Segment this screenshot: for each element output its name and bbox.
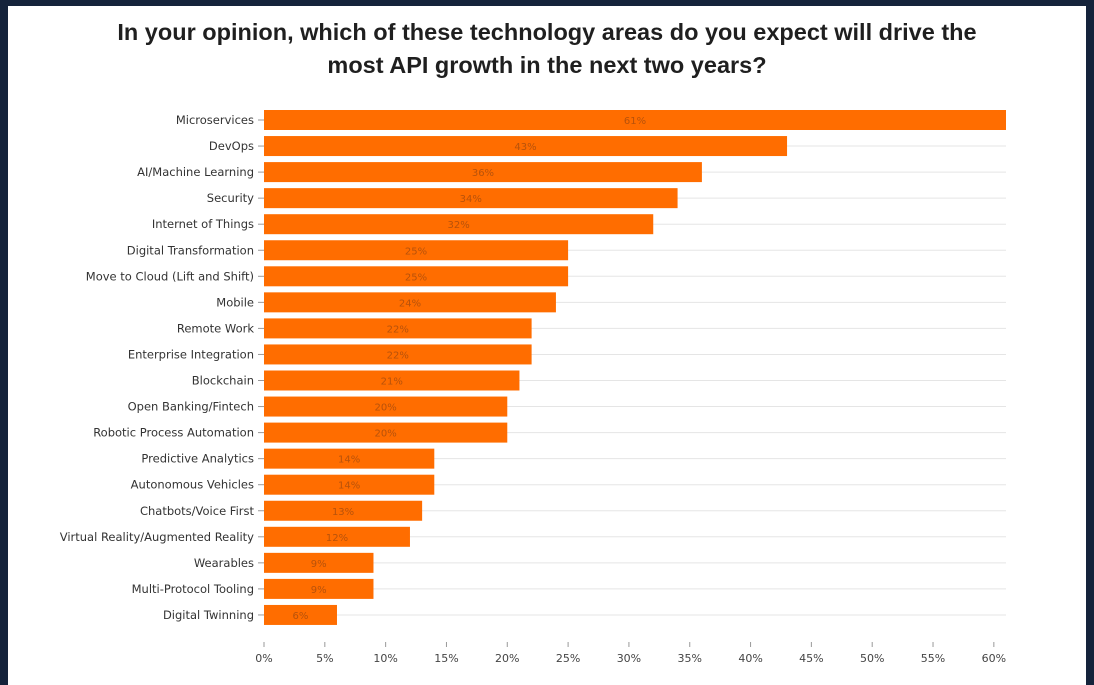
bar [264,526,410,547]
data-label: 6% [293,611,309,622]
bar [264,578,374,599]
bar [264,318,532,339]
category-label: Robotic Process Automation [93,426,254,440]
category-label: Autonomous Vehicles [131,478,254,492]
bar [264,292,556,313]
bar [264,370,520,391]
x-tick-label: 0% [255,652,272,665]
x-tick-label: 40% [738,652,762,665]
data-label: 14% [338,455,360,466]
category-label: AI/Machine Learning [137,165,254,179]
bar [264,214,654,235]
data-label: 9% [311,559,327,570]
bar [264,604,337,625]
data-label: 61% [624,116,646,127]
x-tick-label: 35% [678,652,702,665]
bar [264,500,423,521]
data-label: 13% [332,507,354,518]
x-tick-label: 30% [617,652,641,665]
category-label: Remote Work [177,321,254,335]
bar [264,266,569,287]
bar [264,188,678,209]
data-label: 25% [405,272,427,283]
category-label: Digital Twinning [163,608,254,622]
bar-chart: Microservices 61% DevOps 43% AI/Machine Lear… [60,110,1006,665]
bar [264,136,788,157]
chart-title: In your opinion, which of these technolo… [8,16,1086,82]
data-label: 20% [375,403,397,414]
x-tick-label: 10% [373,652,397,665]
category-label: Enterprise Integration [128,347,254,361]
x-tick-label: 60% [982,652,1006,665]
category-label: Open Banking/Fintech [128,400,254,414]
data-label: 21% [381,377,403,388]
chart-title-line-2: most API growth in the next two years? [327,52,767,78]
category-label: Internet of Things [152,217,254,231]
category-label: Move to Cloud (Lift and Shift) [86,269,254,283]
data-label: 9% [311,585,327,596]
x-tick-label: 5% [316,652,333,665]
data-label: 22% [387,324,409,335]
chart-panel: In your opinion, which of these technolo… [8,6,1086,685]
x-tick-label: 20% [495,652,519,665]
bar [264,162,702,183]
category-label: Chatbots/Voice First [140,504,255,518]
data-label: 14% [338,481,360,492]
x-tick-label: 15% [434,652,458,665]
category-label: Wearables [194,556,254,570]
category-label: Virtual Reality/Augmented Reality [60,530,254,544]
bar [264,474,435,495]
x-tick-label: 55% [921,652,945,665]
bar [264,344,532,365]
x-tick-label: 25% [556,652,580,665]
data-label: 25% [405,246,427,257]
bar [264,422,508,443]
x-tick-label: 50% [860,652,884,665]
data-label: 12% [326,533,348,544]
bar [264,396,508,417]
data-label: 32% [448,220,470,231]
x-tick-label: 45% [799,652,823,665]
data-label: 20% [375,429,397,440]
bar [264,240,569,261]
category-label: DevOps [209,139,254,153]
bar [264,552,374,573]
bar [264,448,435,469]
category-label: Digital Transformation [127,243,254,257]
data-label: 34% [460,194,482,205]
data-label: 24% [399,298,421,309]
category-label: Multi-Protocol Tooling [132,582,254,596]
data-label: 43% [514,142,536,153]
category-label: Microservices [176,113,254,127]
category-label: Security [207,191,254,205]
data-label: 22% [387,350,409,361]
category-label: Predictive Analytics [141,452,254,466]
bar [264,110,1006,130]
category-label: Mobile [216,295,254,309]
data-label: 36% [472,168,494,179]
category-label: Blockchain [192,374,254,388]
chart-title-line-1: In your opinion, which of these technolo… [117,19,977,45]
